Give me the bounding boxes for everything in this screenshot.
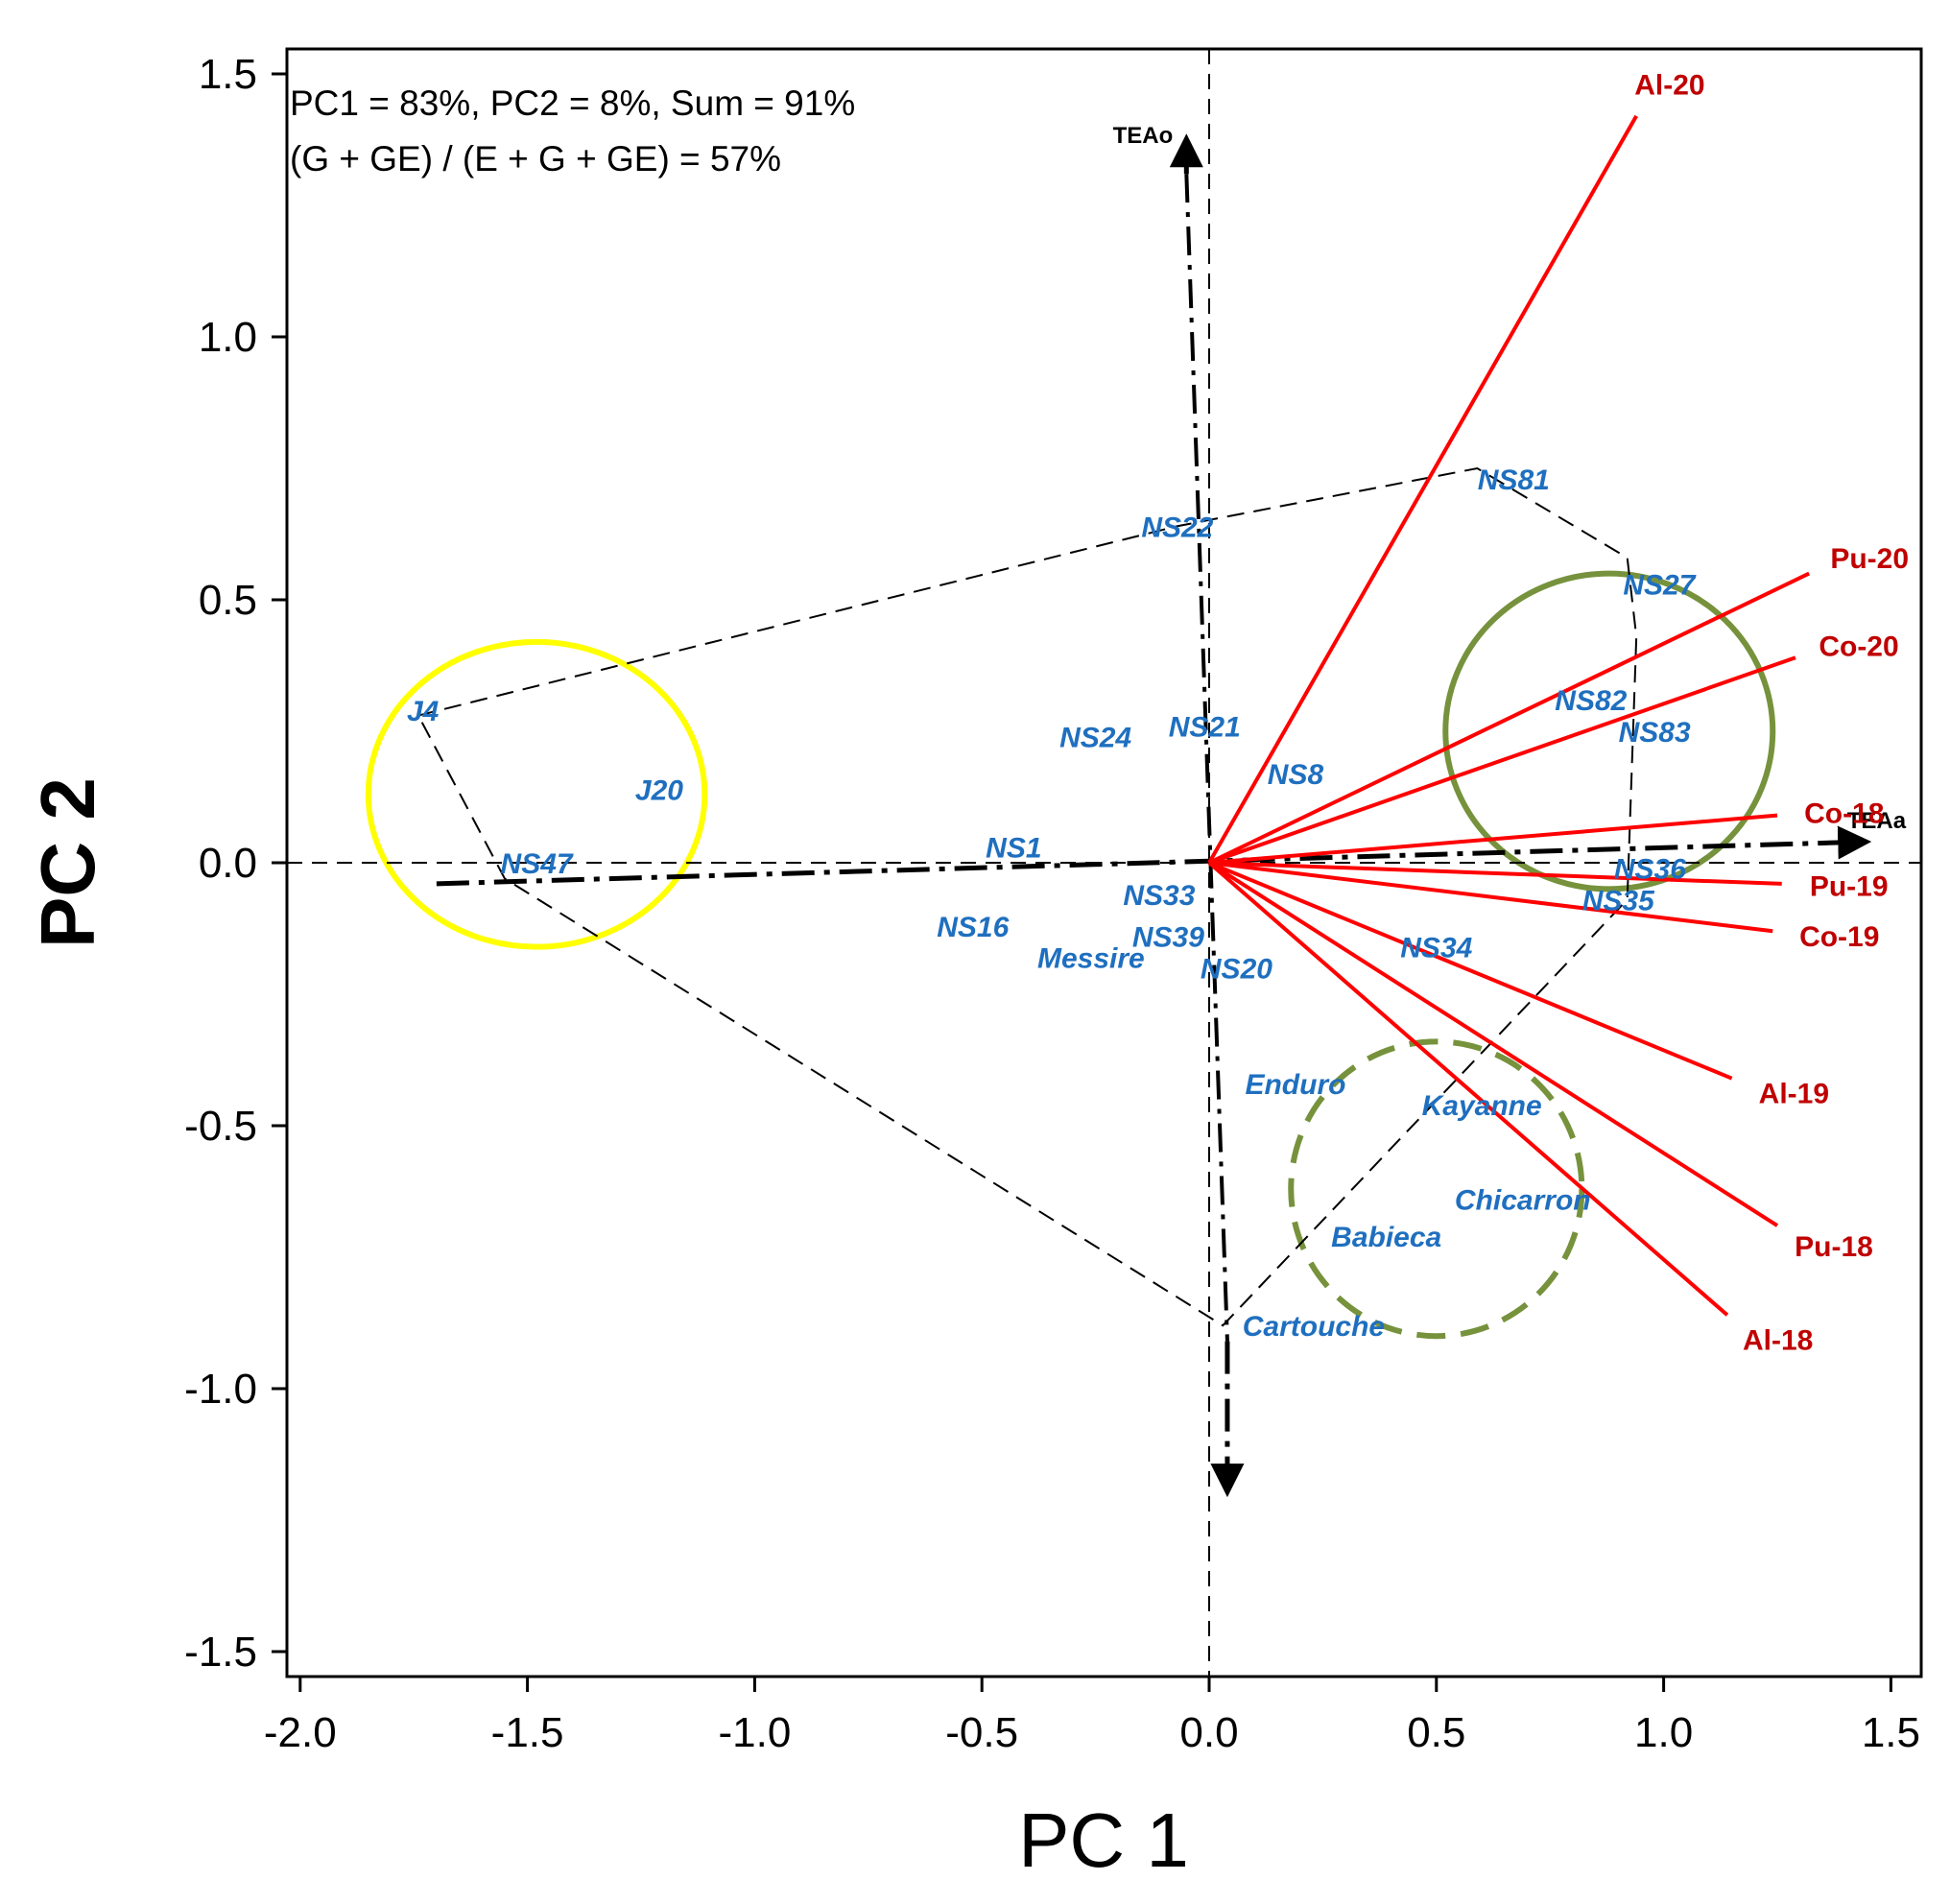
genotype-label-6: NS33: [1123, 880, 1195, 912]
environment-label-7: Pu-18: [1795, 1231, 1873, 1263]
genotype-label-11: NS21: [1169, 712, 1241, 744]
env-vector-3: [1208, 813, 1778, 865]
genotype-label-13: NS81: [1478, 464, 1550, 496]
genotype-label-19: NS34: [1400, 933, 1472, 964]
x-tick-label-0: -2.0: [264, 1709, 337, 1756]
env-vector-6: [1208, 861, 1733, 1081]
environment-vectors: [1207, 114, 1811, 1317]
tea-label-a: TEAa: [1847, 808, 1907, 834]
environment-label-2: Co-20: [1819, 631, 1898, 663]
ticks-layer: -2.0 -1.5 -1.0 -0.5 0.0 0.5 1.0 1.51.51.00.50.0…: [184, 51, 1920, 1756]
genotype-label-24: Cartouche: [1243, 1311, 1385, 1343]
genotype-label-16: NS83: [1619, 717, 1691, 749]
x-tick-label-2: -1.0: [718, 1709, 791, 1756]
environment-label-4: Pu-19: [1810, 870, 1889, 902]
env-vector-2: [1208, 655, 1796, 865]
tea-ordinate-line: [1184, 174, 1229, 1342]
environment-label-1: Pu-20: [1830, 543, 1909, 575]
y-tick-label-0: 1.5: [199, 51, 257, 98]
tea-label-o: TEAo: [1113, 123, 1174, 149]
stat-annotation-1: PC1 = 83%, PC2 = 8%, Sum = 91%: [290, 83, 855, 123]
x-tick-label-6: 1.0: [1634, 1709, 1693, 1756]
tea-arrow-0: [436, 825, 1872, 887]
environment-label-8: Al-18: [1743, 1325, 1813, 1357]
stat-annotation-2: (G + GE) / (E + G + GE) = 57%: [290, 139, 781, 178]
genotype-label-21: Kayanne: [1422, 1090, 1542, 1122]
x-tick-label-4: 0.0: [1179, 1709, 1238, 1756]
x-axis-title: PC 1: [1018, 1797, 1189, 1883]
environment-label-3: Co-18: [1804, 797, 1884, 829]
env-vector-1: [1208, 571, 1811, 865]
genotype-label-9: NS22: [1141, 512, 1213, 543]
y-tick-label-2: 0.5: [199, 577, 257, 624]
x-tick-label-3: -0.5: [945, 1709, 1018, 1756]
x-tick-label-7: 1.5: [1862, 1709, 1920, 1756]
environment-label-5: Co-19: [1799, 921, 1879, 953]
env-vector-4: [1208, 861, 1782, 886]
genotype-label-15: NS82: [1555, 685, 1627, 717]
genotype-label-14: NS27: [1623, 570, 1696, 602]
tea-axes-layer: [436, 133, 1872, 1498]
genotype-label-17: NS36: [1614, 853, 1686, 885]
convex-hull-polygon: [416, 466, 1638, 1327]
genotype-label-22: Chicarron: [1455, 1185, 1591, 1217]
genotype-label-1: J20: [635, 774, 683, 806]
y-tick-label-5: -1.0: [184, 1366, 257, 1413]
x-tick-label-1: -1.5: [491, 1709, 564, 1756]
y-tick-label-6: -1.5: [184, 1629, 257, 1676]
y-tick-label-3: 0.0: [199, 840, 257, 887]
ellipses-layer: [365, 570, 1776, 1340]
y-tick-label-4: -0.5: [184, 1103, 257, 1150]
env-vector-5: [1208, 861, 1773, 934]
genotype-label-2: NS47: [501, 848, 574, 880]
genotype-label-8: NS20: [1201, 954, 1272, 986]
genotype-label-4: NS16: [937, 912, 1009, 943]
genotype-label-18: NS35: [1582, 885, 1655, 916]
x-tick-label-5: 0.5: [1407, 1709, 1465, 1756]
ellipse-1: [1442, 570, 1776, 892]
genotype-label-10: NS24: [1059, 722, 1131, 753]
ellipse-0: [365, 638, 708, 950]
environment-label-6: Al-19: [1759, 1078, 1829, 1109]
env-vector-0: [1207, 114, 1638, 864]
genotype-label-7: NS39: [1132, 922, 1204, 954]
environment-label-0: Al-20: [1634, 69, 1704, 101]
env-vector-8: [1207, 861, 1729, 1317]
y-tick-label-1: 1.0: [199, 314, 257, 361]
y-axis-title: PC 2: [25, 777, 110, 948]
genotype-label-3: NS1: [986, 833, 1041, 865]
polygon-layer: [416, 466, 1638, 1327]
genotype-label-0: J4: [407, 696, 440, 727]
genotype-label-20: Enduro: [1245, 1069, 1345, 1101]
env-vector-7: [1207, 861, 1779, 1227]
genotype-label-23: Babieca: [1331, 1222, 1441, 1253]
genotype-label-12: NS8: [1268, 759, 1324, 791]
genotype-label-5: Messire: [1037, 943, 1145, 975]
